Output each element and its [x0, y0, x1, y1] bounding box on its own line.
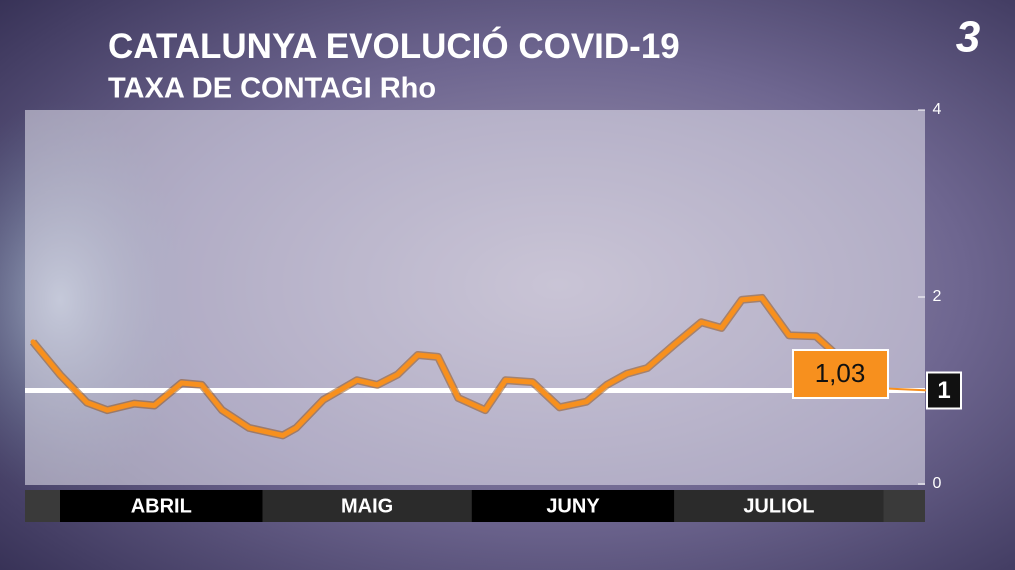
reference-marker — [926, 371, 962, 410]
y-tick-label: 0 — [933, 475, 942, 492]
month-band — [60, 490, 263, 522]
plot-panel — [25, 110, 925, 485]
title-highlight: COVID-19 — [518, 27, 679, 66]
chart-title: CATALUNYA EVOLUCIÓ COVID-19 — [108, 26, 680, 66]
y-tick-label: 4 — [933, 101, 942, 118]
month-label: ABRIL — [131, 495, 192, 517]
month-label: JULIOL — [743, 495, 814, 517]
logo: 3 — [956, 13, 980, 62]
month-band — [471, 490, 675, 522]
month-label: MAIG — [341, 495, 393, 517]
y-tick-label: 2 — [933, 288, 942, 305]
value-label-box — [792, 349, 889, 399]
value-label: 1,03 — [815, 358, 866, 388]
series-line — [30, 295, 873, 438]
reference-label: 1 — [937, 377, 950, 404]
subtitle: TAXA DE CONTAGI Rho — [108, 73, 436, 105]
title-text: CATALUNYA EVOLUCIÓ — [108, 26, 509, 66]
month-label: JUNY — [546, 495, 600, 517]
month-band — [674, 490, 884, 522]
month-band — [262, 490, 472, 522]
